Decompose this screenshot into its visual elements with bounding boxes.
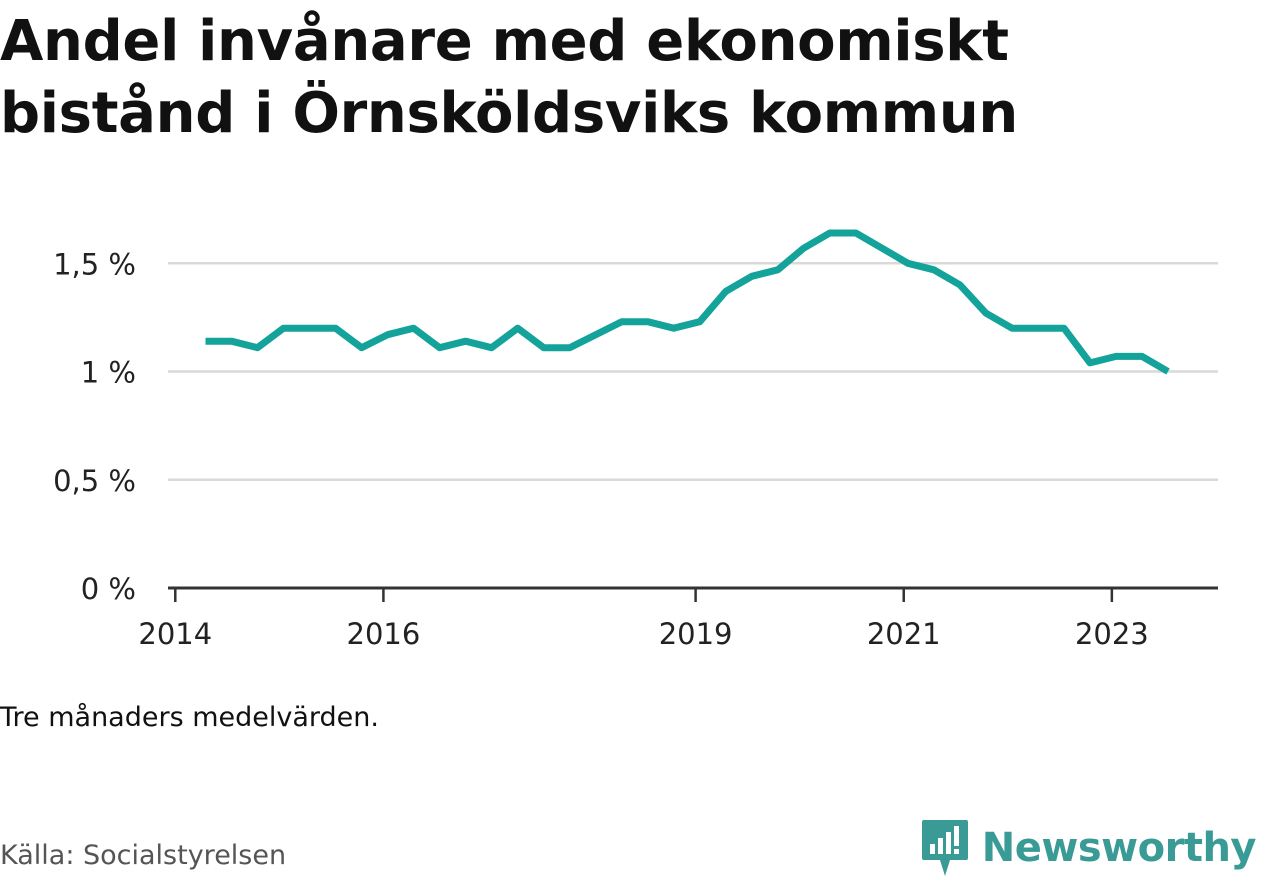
series-line: [205, 229, 1170, 375]
series-layer: [205, 229, 1170, 375]
x-axis-labels: 2014 2016 2019 2021 2023: [138, 617, 1148, 651]
chart-note: Tre månaders medelvärden.: [0, 702, 379, 733]
brand-name: Newsworthy: [981, 825, 1257, 871]
brand-logo: Newsworthy: [920, 818, 1257, 878]
newsworthy-logo-icon: [921, 820, 968, 876]
y-tick-label: 1 %: [81, 356, 136, 390]
y-axis-labels: 0 % 0,5 % 1 % 1,5 %: [53, 247, 136, 606]
y-tick-label: 0 %: [81, 572, 136, 606]
source-text: Källa: Socialstyrelsen: [0, 840, 287, 871]
x-axis: [168, 586, 1218, 602]
x-tick-label: 2016: [347, 617, 421, 651]
line-chart: 0 % 0,5 % 1 % 1,5 % 2014 2016 2019 2021 2023: [53, 229, 1218, 651]
x-tick-label: 2021: [867, 617, 941, 651]
y-tick-label: 0,5 %: [53, 464, 136, 498]
x-tick-label: 2014: [138, 617, 212, 651]
x-tick-label: 2019: [659, 617, 733, 651]
y-tick-label: 1,5 %: [53, 247, 136, 281]
gridlines: [168, 262, 1218, 482]
x-tick-label: 2023: [1075, 617, 1149, 651]
chart-title: Andel invånare med ekonomiskt bistånd i …: [0, 6, 1240, 150]
chart-title-line-2: bistånd i Örnsköldsviks kommun: [0, 81, 1018, 146]
chart-title-line-1: Andel invånare med ekonomiskt: [0, 9, 1009, 74]
